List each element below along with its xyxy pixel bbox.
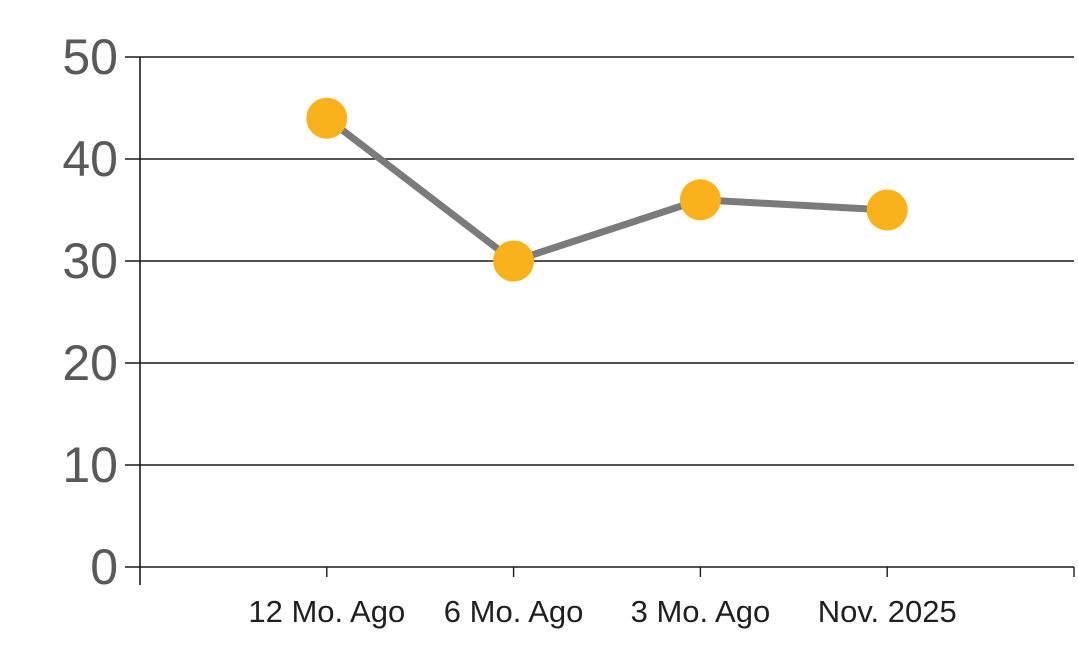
y-axis-tick-label: 20	[62, 335, 118, 391]
x-axis-category-label: 12 Mo. Ago	[248, 594, 405, 629]
data-point-marker-4	[866, 189, 908, 231]
x-axis-category-label: 6 Mo. Ago	[444, 594, 584, 629]
y-axis-tick-label: 50	[62, 29, 118, 85]
x-axis-category-label: 3 Mo. Ago	[631, 594, 771, 629]
y-axis-tick-label: 10	[62, 437, 118, 493]
data-point-marker-1	[306, 97, 348, 139]
data-point-marker-3	[679, 179, 721, 221]
x-axis-category-label: Nov. 2025	[818, 594, 957, 629]
data-line	[324, 115, 888, 265]
y-axis-tick-label: 0	[90, 539, 118, 595]
y-axis-tick-label: 30	[62, 233, 118, 289]
data-point-marker-2	[493, 240, 535, 282]
y-axis-tick-label: 40	[62, 131, 118, 187]
